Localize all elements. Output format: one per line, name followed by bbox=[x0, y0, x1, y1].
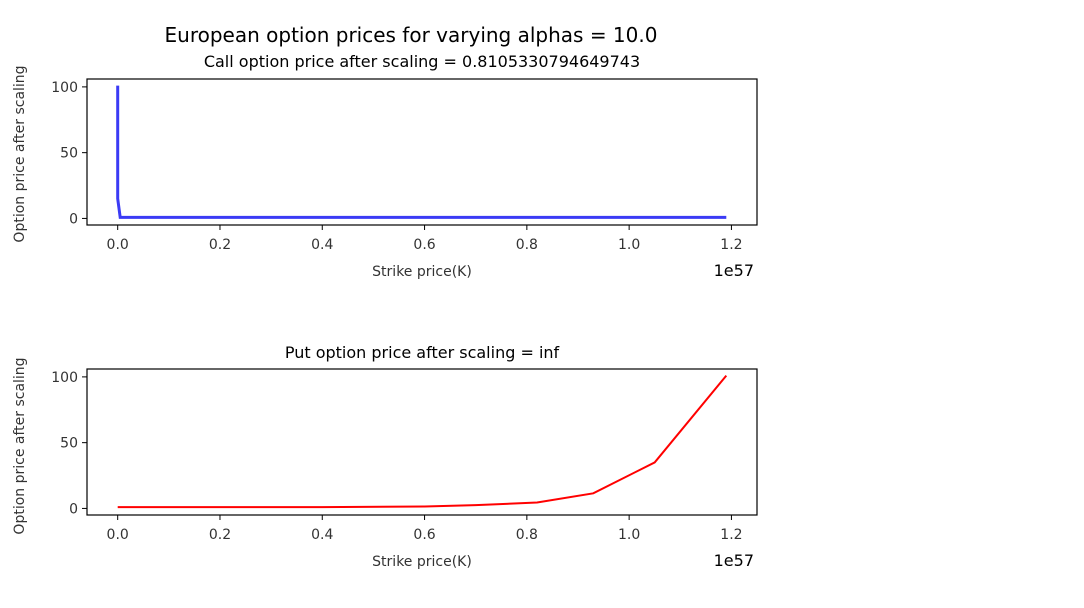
put-y-tick-label: 100 bbox=[51, 370, 78, 386]
put-x-tick-label: 0.2 bbox=[209, 527, 231, 543]
call-x-axis-label: Strike price(K) bbox=[372, 264, 472, 280]
put-y-tick-label: 0 bbox=[69, 501, 78, 517]
put-option-chart: Put option price after scaling = inf 0.0… bbox=[12, 343, 758, 570]
call-x-tick-label: 0.4 bbox=[311, 237, 333, 253]
call-x-tick-label: 0.8 bbox=[516, 237, 538, 253]
call-y-tick-label: 0 bbox=[69, 211, 78, 227]
put-x-offset-label: 1e57 bbox=[714, 551, 754, 570]
call-y-tick-label: 100 bbox=[51, 80, 78, 96]
put-x-tick-label: 0.6 bbox=[413, 527, 435, 543]
call-y-axis-label: Option price after scaling bbox=[12, 65, 28, 242]
call-y-tick-label: 50 bbox=[60, 146, 78, 162]
call-chart-title: Call option price after scaling = 0.8105… bbox=[204, 52, 640, 71]
put-plot-frame bbox=[86, 368, 758, 516]
call-x-tick-label: 0.6 bbox=[413, 237, 435, 253]
call-option-chart: Call option price after scaling = 0.8105… bbox=[12, 52, 758, 280]
call-plot-frame bbox=[86, 78, 758, 226]
call-x-tick-label: 1.0 bbox=[618, 237, 640, 253]
put-chart-title: Put option price after scaling = inf bbox=[285, 343, 560, 362]
call-x-tick-label: 1.2 bbox=[720, 237, 742, 253]
put-x-tick-label: 1.0 bbox=[618, 527, 640, 543]
call-x-offset-label: 1e57 bbox=[714, 261, 754, 280]
put-x-axis-label: Strike price(K) bbox=[372, 554, 472, 570]
call-y-ticks: 0 50 100 bbox=[51, 80, 87, 227]
call-x-tick-label: 0.0 bbox=[107, 237, 129, 253]
put-y-axis-label: Option price after scaling bbox=[12, 357, 28, 534]
put-y-tick-label: 50 bbox=[60, 436, 78, 452]
call-price-line bbox=[116, 85, 727, 219]
put-x-ticks: 0.0 0.2 0.4 0.6 0.8 1.0 1.2 bbox=[107, 515, 743, 543]
put-x-tick-label: 0.4 bbox=[311, 527, 333, 543]
put-x-tick-label: 0.8 bbox=[516, 527, 538, 543]
put-x-tick-label: 0.0 bbox=[107, 527, 129, 543]
put-x-tick-label: 1.2 bbox=[720, 527, 742, 543]
put-y-ticks: 0 50 100 bbox=[51, 370, 87, 517]
put-price-line bbox=[117, 374, 728, 509]
figure-suptitle: European option prices for varying alpha… bbox=[165, 23, 658, 47]
call-x-ticks: 0.0 0.2 0.4 0.6 0.8 1.0 1.2 bbox=[107, 225, 743, 253]
call-x-tick-label: 0.2 bbox=[209, 237, 231, 253]
